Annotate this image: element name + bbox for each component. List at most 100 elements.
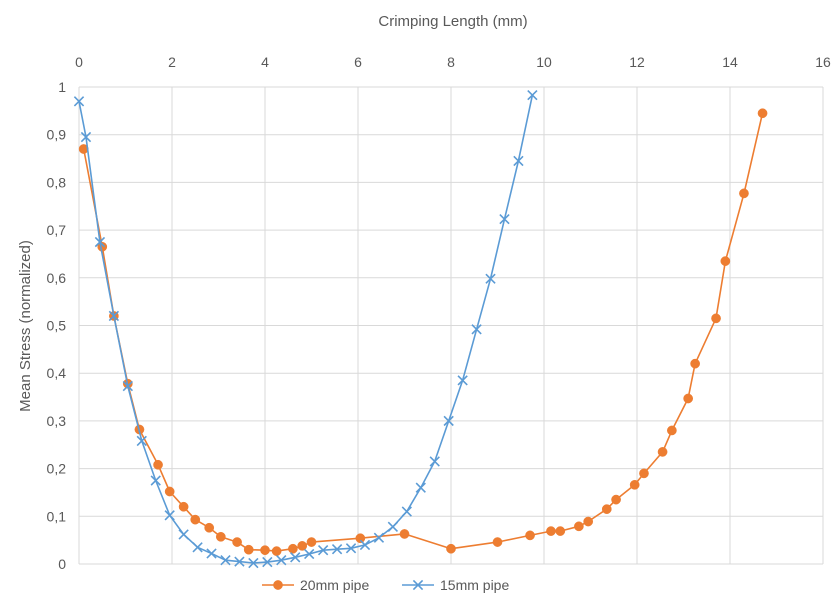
data-point — [527, 89, 538, 101]
series-0 — [78, 108, 768, 556]
plot-area — [73, 89, 768, 569]
data-point — [243, 544, 254, 555]
legend-item: 15mm pipe — [402, 577, 509, 593]
data-point — [399, 529, 410, 539]
x-tick-label: 16 — [815, 54, 831, 70]
legend-marker — [273, 580, 283, 590]
y-tick-label: 0,1 — [47, 508, 67, 524]
data-point — [471, 324, 482, 335]
data-point — [667, 425, 677, 436]
data-point — [178, 501, 189, 512]
data-point — [304, 548, 315, 560]
data-point — [164, 486, 175, 497]
data-point — [288, 543, 298, 554]
data-point — [204, 522, 215, 533]
data-point — [739, 188, 749, 199]
grid — [78, 86, 824, 565]
y-tick-label: 0 — [58, 556, 66, 572]
data-point — [443, 415, 454, 427]
data-point — [555, 526, 566, 536]
data-point — [657, 447, 668, 457]
data-point — [108, 310, 120, 322]
x-tick-label: 4 — [261, 54, 269, 70]
x-tick-label: 10 — [536, 54, 552, 70]
data-point — [683, 393, 694, 404]
data-point — [297, 541, 308, 551]
series-1 — [73, 89, 538, 569]
y-tick-label: 0,2 — [47, 461, 67, 477]
y-tick-label: 0,7 — [47, 222, 67, 238]
data-point — [492, 537, 503, 547]
data-point — [178, 529, 189, 540]
data-point — [711, 313, 721, 324]
data-point — [306, 537, 317, 547]
series-line — [78, 94, 534, 564]
data-point — [457, 375, 468, 386]
data-point — [485, 273, 496, 284]
data-point — [94, 236, 106, 248]
x-tick-label: 12 — [629, 54, 645, 70]
data-point — [164, 510, 175, 521]
y-tick-label: 1 — [58, 79, 66, 95]
data-point — [639, 468, 649, 479]
x-tick-label: 8 — [447, 54, 455, 70]
data-point — [387, 521, 399, 532]
x-tick-label: 6 — [354, 54, 362, 70]
x-tick-label: 2 — [168, 54, 176, 70]
data-point — [150, 475, 161, 486]
data-point — [574, 521, 584, 532]
data-point — [690, 358, 700, 369]
data-point — [192, 542, 203, 553]
data-point — [601, 504, 612, 514]
data-point — [271, 546, 282, 556]
data-point — [262, 556, 273, 568]
y-tick-label: 0,8 — [47, 174, 67, 190]
data-point — [611, 494, 621, 505]
data-point — [546, 526, 556, 536]
data-point — [122, 380, 133, 392]
data-point — [220, 555, 231, 566]
y-tick-label: 0,4 — [47, 365, 67, 381]
data-point — [136, 435, 147, 447]
data-point — [290, 552, 301, 563]
y-tick-label: 0,6 — [47, 270, 67, 286]
y-tick-label: 0,5 — [47, 318, 67, 334]
data-point — [359, 539, 371, 551]
x-axis-ticks: 0 2 4 6 8 10 12 14 16 — [75, 54, 831, 70]
data-point — [345, 543, 357, 554]
data-point — [234, 556, 245, 567]
data-point — [215, 531, 226, 542]
data-point — [331, 544, 343, 555]
y-axis-title: Mean Stress (normalized) — [17, 240, 34, 412]
data-point — [317, 545, 329, 556]
data-point — [499, 213, 510, 225]
data-point — [429, 456, 440, 467]
legend: 20mm pipe 15mm pipe — [262, 577, 509, 593]
data-point — [190, 514, 201, 525]
data-point — [401, 506, 412, 517]
data-point — [153, 459, 163, 470]
legend-label: 15mm pipe — [440, 577, 509, 593]
data-point — [525, 530, 535, 541]
data-point — [232, 537, 242, 547]
data-point — [260, 545, 270, 556]
y-tick-label: 0,3 — [47, 413, 67, 429]
data-point — [629, 479, 640, 490]
data-point — [373, 532, 385, 543]
data-point — [248, 557, 259, 569]
data-point — [80, 131, 92, 143]
data-point — [355, 533, 366, 544]
data-point — [446, 543, 456, 554]
legend-label: 20mm pipe — [300, 577, 369, 593]
x-tick-label: 14 — [722, 54, 738, 70]
legend-item: 20mm pipe — [262, 577, 369, 593]
data-point — [513, 155, 524, 167]
x-tick-label: 0 — [75, 54, 83, 70]
x-axis-title: Crimping Length (mm) — [378, 13, 527, 30]
data-point — [276, 555, 287, 566]
y-tick-label: 0,9 — [47, 127, 67, 143]
data-point — [415, 482, 426, 493]
y-axis-ticks: 0 0,1 0,2 0,3 0,4 0,5 0,6 0,7 0,8 0,9 1 — [47, 79, 67, 572]
